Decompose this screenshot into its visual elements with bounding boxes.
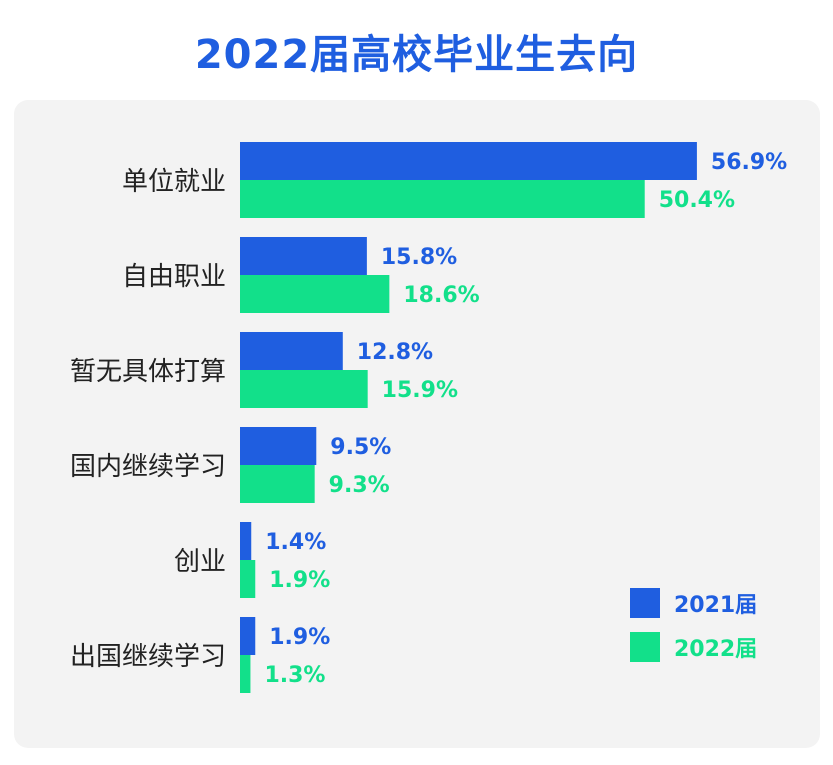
legend-label: 2021届 [674, 593, 757, 618]
data-label: 50.4% [659, 188, 735, 213]
category-label: 创业 [174, 547, 226, 577]
legend-swatch-2021 [630, 588, 660, 618]
bar-2022 [240, 275, 390, 313]
data-label: 9.5% [330, 435, 391, 460]
data-label: 1.9% [269, 625, 330, 650]
category-label: 自由职业 [122, 262, 226, 292]
bar-2021 [240, 332, 343, 370]
data-label: 18.6% [403, 283, 479, 308]
data-label: 9.3% [329, 473, 390, 498]
category-label: 出国继续学习 [70, 642, 226, 672]
legend-swatch-2022 [630, 632, 660, 662]
bar-2022 [240, 180, 645, 218]
legend-label: 2022届 [674, 637, 757, 662]
bar-2021 [240, 237, 367, 275]
data-label: 1.4% [265, 530, 326, 555]
bar-2022 [240, 465, 315, 503]
chart-title: 2022届高校毕业生去向 [194, 32, 639, 78]
bar-2022 [240, 370, 368, 408]
category-label: 单位就业 [122, 167, 226, 197]
data-label: 12.8% [357, 340, 433, 365]
data-label: 56.9% [711, 150, 787, 175]
data-label: 15.8% [381, 245, 457, 270]
bar-2021 [240, 427, 317, 465]
bar-2022 [240, 560, 256, 598]
bar-2021 [240, 142, 697, 180]
category-label: 国内继续学习 [70, 452, 226, 482]
data-label: 1.3% [264, 663, 325, 688]
bar-2021 [240, 617, 256, 655]
data-label: 15.9% [382, 378, 458, 403]
bar-2021 [240, 522, 252, 560]
data-label: 1.9% [269, 568, 330, 593]
bar-2022 [240, 655, 251, 693]
category-label: 暂无具体打算 [70, 357, 226, 387]
